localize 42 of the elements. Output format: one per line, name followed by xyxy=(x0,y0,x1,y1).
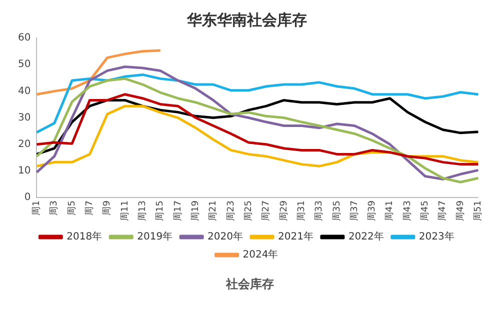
y-tick-label: 20 xyxy=(18,138,31,150)
x-tick-label: 周11 xyxy=(119,200,130,221)
x-tick-label: 周15 xyxy=(154,200,166,221)
x-tick-label: 周45 xyxy=(420,200,431,221)
x-tick-label: 周35 xyxy=(331,200,342,221)
legend-label: 2020年 xyxy=(208,230,244,243)
y-tick-label: 30 xyxy=(18,112,31,124)
x-tick-label: 周27 xyxy=(260,200,272,221)
x-tick-label: 周41 xyxy=(384,200,396,221)
x-tick-label: 周9 xyxy=(102,200,113,216)
x-tick-label: 周47 xyxy=(437,200,448,221)
x-tick-label: 周39 xyxy=(366,200,378,221)
y-tick-label: 50 xyxy=(18,59,31,70)
legend-label: 2018年 xyxy=(66,230,102,243)
x-tick-label: 周21 xyxy=(208,200,219,221)
legend-label: 2021年 xyxy=(278,230,314,243)
legend-label: 2022年 xyxy=(348,230,384,243)
x-tick-label: 周13 xyxy=(137,200,148,221)
x-tick-label: 周33 xyxy=(314,200,325,221)
y-tick-label: 40 xyxy=(18,86,31,97)
x-tick-label: 周43 xyxy=(402,200,413,221)
x-tick-label: 周49 xyxy=(454,200,466,221)
y-tick-label: 0 xyxy=(24,192,31,204)
x-tick-label: 周31 xyxy=(296,200,307,221)
x-tick-label: 周7 xyxy=(84,200,96,216)
legend-label: 2023年 xyxy=(418,230,454,243)
x-tick-label: 周29 xyxy=(278,200,290,221)
x-tick-label: 周1 xyxy=(31,200,42,216)
x-tick-label: 周3 xyxy=(48,200,60,216)
text: 社会库存 xyxy=(224,276,275,293)
y-tick-label: 10 xyxy=(18,166,31,177)
x-tick-label: 周25 xyxy=(242,200,254,221)
x-tick-label: 周5 xyxy=(66,200,78,216)
x-tick-label: 周37 xyxy=(348,200,360,221)
legend-label: 2024年 xyxy=(242,248,278,261)
x-tick-label: 周23 xyxy=(225,200,236,221)
x-tick-label: 周17 xyxy=(172,200,184,221)
x-tick-label: 周51 xyxy=(472,200,484,221)
chart-title: 华东华南社会库存 xyxy=(186,10,307,29)
legend-label: 2019年 xyxy=(137,230,173,243)
y-tick-label: 60 xyxy=(18,32,31,44)
x-tick-label: 周19 xyxy=(190,200,201,221)
